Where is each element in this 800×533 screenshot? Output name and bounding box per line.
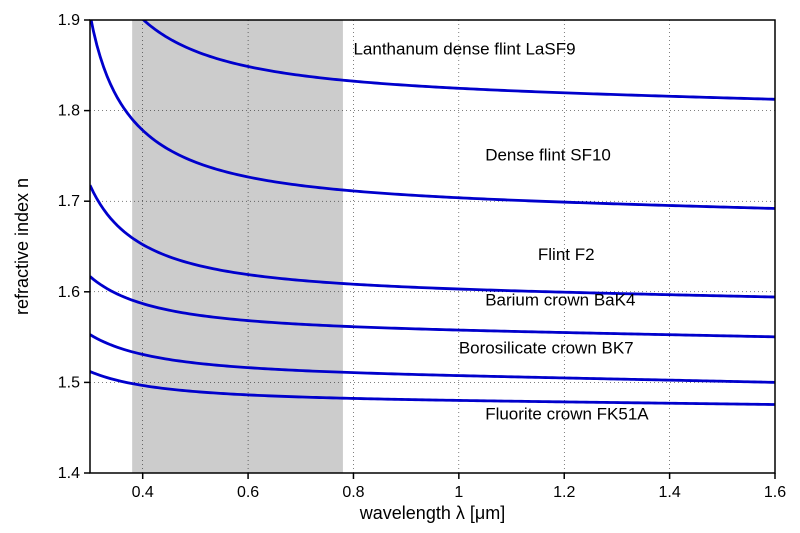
x-axis-label: wavelength λ [μm] — [359, 503, 505, 523]
label-fk51a: Fluorite crown FK51A — [485, 405, 649, 424]
xtick-label: 0.6 — [237, 484, 259, 501]
label-bk7: Borosilicate crown BK7 — [459, 338, 634, 357]
label-bak4: Barium crown BaK4 — [485, 290, 635, 309]
xtick-label: 0.8 — [342, 484, 364, 501]
xtick-label: 1.4 — [658, 484, 680, 501]
label-f2: Flint F2 — [538, 245, 595, 264]
xtick-label: 1 — [454, 484, 463, 501]
xtick-label: 1.2 — [553, 484, 575, 501]
xtick-label: 0.4 — [132, 484, 154, 501]
visible-band — [132, 20, 343, 473]
dispersion-chart: Lanthanum dense flint LaSF9 Dense flint S… — [0, 0, 800, 533]
ytick-label: 1.6 — [58, 284, 80, 301]
ytick-label: 1.5 — [58, 374, 80, 391]
xtick-label: 1.6 — [764, 484, 786, 501]
ytick-label: 1.4 — [58, 465, 80, 482]
ytick-label: 1.8 — [58, 103, 80, 120]
label-sf10: Dense flint SF10 — [485, 145, 611, 164]
chart-svg: Lanthanum dense flint LaSF9 Dense flint S… — [0, 0, 800, 533]
ytick-label: 1.7 — [58, 193, 80, 210]
ytick-label: 1.9 — [58, 12, 80, 29]
label-lasf9: Lanthanum dense flint LaSF9 — [353, 39, 575, 58]
y-axis-label: refractive index n — [12, 178, 32, 315]
